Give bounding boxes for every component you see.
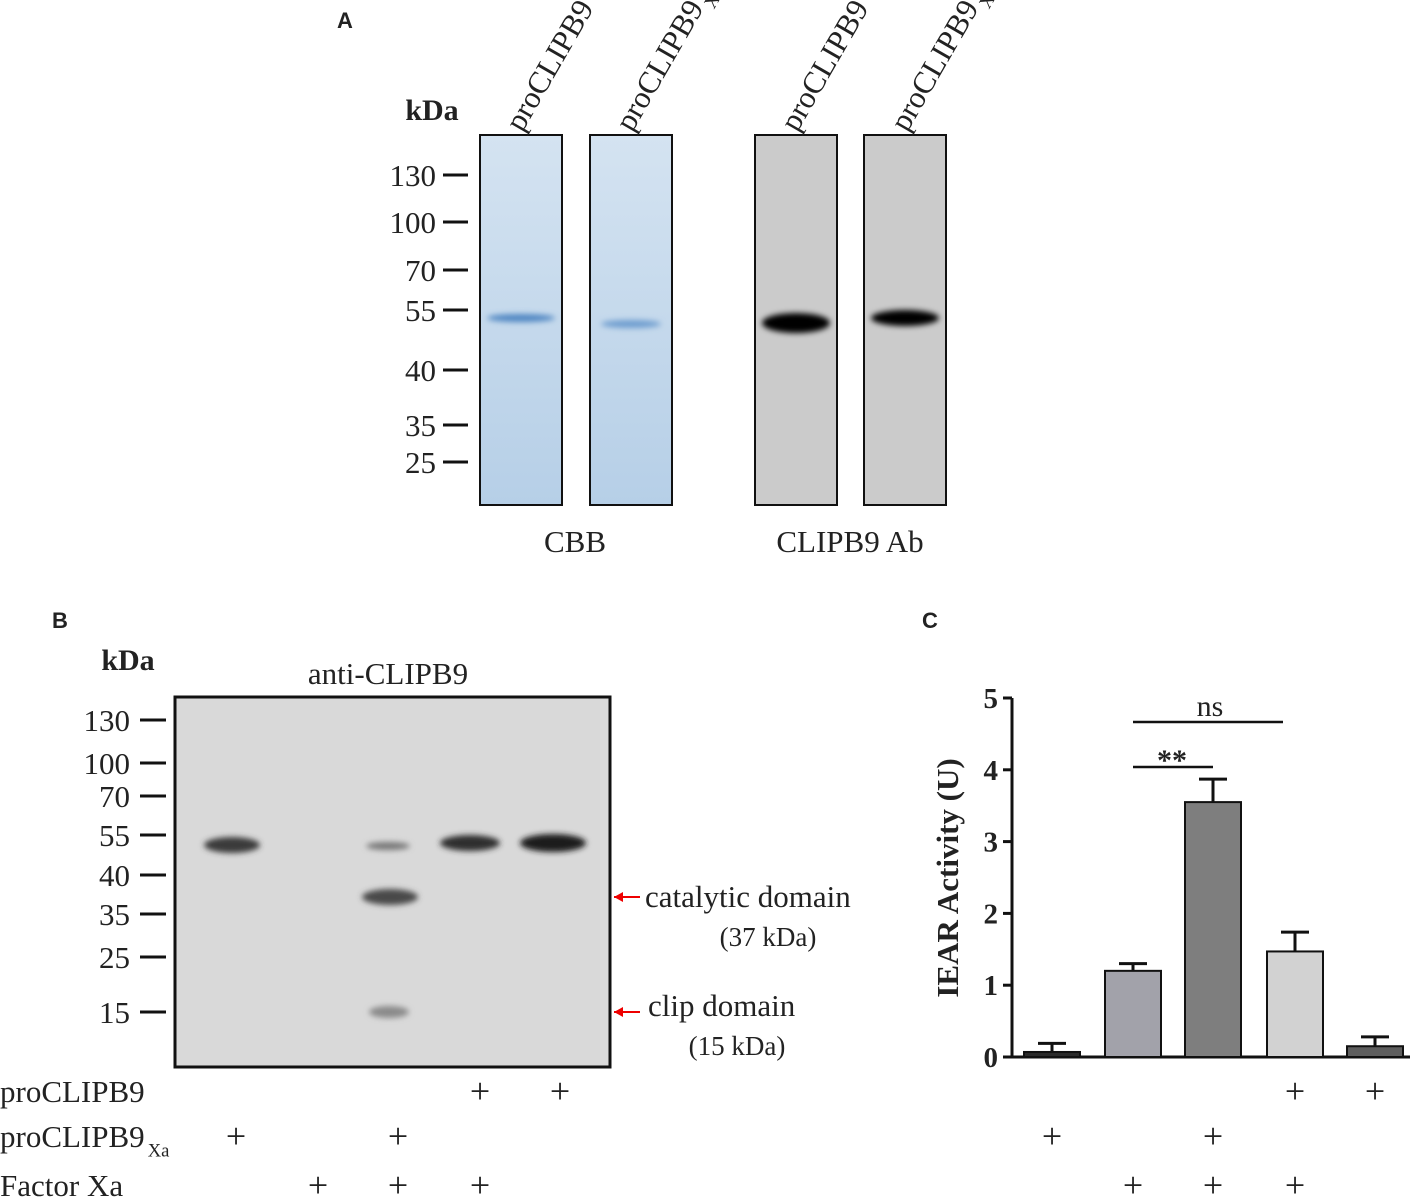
marker-label: 130 — [84, 703, 131, 738]
band — [366, 842, 410, 850]
marker-label: 100 — [390, 205, 437, 240]
marker-label: 40 — [99, 858, 130, 893]
label-text: proCLIPB9 — [498, 0, 601, 137]
plus: + — [388, 1165, 408, 1200]
error-bar — [1119, 962, 1147, 971]
sig-label: ** — [1157, 744, 1187, 777]
cbb-lanes — [479, 134, 673, 506]
band — [487, 314, 555, 322]
plus: + — [1285, 1165, 1305, 1200]
band — [601, 320, 661, 328]
plus: + — [1123, 1165, 1143, 1200]
error-bar — [1199, 777, 1227, 803]
plus: + — [308, 1165, 328, 1200]
unit-label: kDa — [101, 644, 154, 677]
plus: + — [388, 1116, 408, 1156]
label-sub: Xa — [148, 1140, 170, 1161]
blot-title: anti-CLIPB9 — [308, 656, 468, 691]
band — [762, 313, 830, 333]
y-tick-label: 2 — [984, 898, 999, 930]
plus: + — [550, 1071, 570, 1111]
annotation: catalytic domain — [645, 879, 851, 914]
sig-label: ns — [1197, 690, 1224, 723]
marker-label: 55 — [99, 818, 130, 853]
label: Factor Xa — [0, 1168, 123, 1200]
plus: + — [470, 1071, 490, 1111]
marker-label: 55 — [405, 293, 436, 328]
marker-label: 25 — [99, 940, 130, 975]
marker-label: 15 — [99, 995, 130, 1030]
panel-letter: C — [922, 608, 938, 633]
plus: + — [470, 1165, 490, 1200]
label: proCLIPB9 — [773, 0, 876, 137]
y-tick-label: 5 — [984, 683, 999, 715]
bar — [1184, 801, 1242, 1058]
arrow-head — [614, 1007, 623, 1017]
label-text: proCLIPB9 — [0, 1119, 145, 1154]
band — [362, 889, 418, 905]
error-bar — [1361, 1035, 1389, 1047]
group-label: CBB — [544, 524, 606, 559]
label-text: Factor Xa — [0, 1168, 123, 1200]
band — [369, 1006, 409, 1018]
marker-label: 35 — [99, 897, 130, 932]
bar — [1104, 969, 1162, 1059]
label: proCLIPB9 — [0, 1074, 145, 1109]
error-bar — [1038, 1041, 1066, 1052]
marker-label: 100 — [84, 746, 131, 781]
label-text: proCLIPB9 — [0, 1074, 145, 1109]
marker-label: 70 — [99, 779, 130, 814]
band — [204, 837, 260, 853]
annotation: clip domain — [648, 988, 796, 1023]
error-bar — [1281, 930, 1309, 952]
marker-label: 35 — [405, 408, 436, 443]
label: proCLIPB9 — [498, 0, 601, 137]
label-text: proCLIPB9 — [883, 0, 986, 137]
marker-label: 130 — [390, 158, 437, 193]
arrow-head — [614, 892, 623, 902]
marker-label: 40 — [405, 353, 436, 388]
wb-lanes — [754, 134, 947, 506]
annotation: (37 kDa) — [720, 922, 817, 952]
y-tick-label: 1 — [984, 970, 999, 1002]
band — [440, 835, 500, 851]
label-text: proCLIPB9 — [608, 0, 711, 137]
marker-label: 25 — [405, 445, 436, 480]
plus: + — [226, 1116, 246, 1156]
y-tick-label: 0 — [984, 1042, 999, 1074]
blot — [173, 695, 612, 1069]
arrows — [614, 892, 640, 1017]
plus: + — [1203, 1116, 1223, 1156]
panel-letter: B — [52, 608, 68, 633]
bar — [1023, 1050, 1081, 1058]
bar — [1266, 950, 1324, 1058]
plus: + — [1042, 1116, 1062, 1156]
membrane — [173, 695, 612, 1069]
band — [871, 310, 939, 326]
band — [520, 834, 586, 852]
y-tick-label: 3 — [984, 827, 999, 859]
bar — [1346, 1045, 1404, 1058]
y-tick-label: 4 — [984, 755, 999, 787]
label-text: proCLIPB9 — [773, 0, 876, 137]
y-axis-label: IEAR Activity (U) — [930, 758, 965, 997]
annotation: (15 kDa) — [689, 1031, 786, 1061]
group-label: CLIPB9 Ab — [776, 524, 923, 559]
unit-label: kDa — [405, 94, 458, 127]
plus: + — [1285, 1071, 1305, 1111]
plus: + — [1203, 1165, 1223, 1200]
plus: + — [1365, 1071, 1385, 1111]
panel-letter: A — [337, 8, 353, 33]
marker-label: 70 — [405, 253, 436, 288]
